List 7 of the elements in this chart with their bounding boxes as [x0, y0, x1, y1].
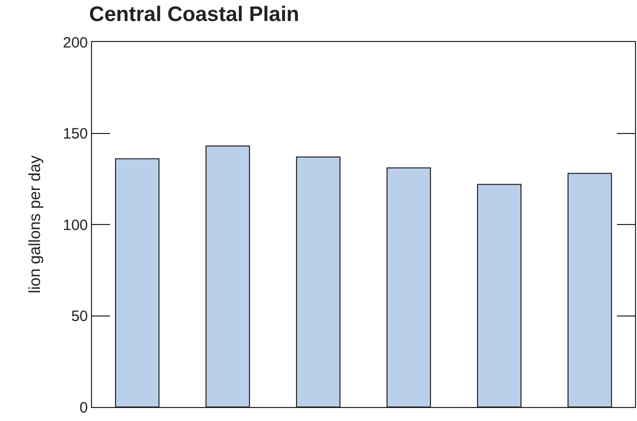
y-tick-label: 100: [62, 216, 88, 234]
chart-title: Central Coastal Plain: [89, 3, 300, 26]
y-tick-label: 0: [80, 399, 88, 416]
y-tick-label: 50: [71, 308, 88, 325]
y-tick-label: 200: [62, 34, 88, 52]
y-tick-label: 150: [62, 126, 88, 142]
y-axis-title: lion gallons per day: [26, 156, 44, 294]
